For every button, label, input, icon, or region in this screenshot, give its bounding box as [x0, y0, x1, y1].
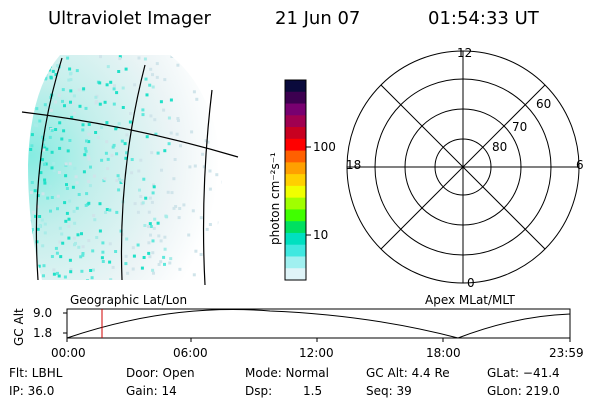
color-scale-step: [285, 150, 306, 163]
color-scale-step: [285, 115, 306, 128]
geographic-grid: [21, 57, 239, 286]
color-scale-step: [285, 80, 306, 93]
mlat-label-60: 60: [536, 97, 552, 111]
altitude-plot-frame: [66, 308, 571, 339]
dsp-label: Dsp:: [245, 384, 273, 398]
x-tick-1800: 18:00: [426, 346, 461, 360]
color-scale-bar: [285, 80, 306, 281]
polar-mlat-mlt-plot: [346, 50, 580, 284]
gain-status: Gain: 14: [126, 384, 177, 398]
color-scale-step: [285, 221, 306, 234]
x-tick-1200: 12:00: [299, 346, 334, 360]
color-scale-step: [285, 162, 306, 175]
ip-status: IP: 36.0: [9, 384, 55, 398]
x-tick-2359: 23:59: [549, 346, 584, 360]
y-tick-label-1.8: 1.8: [33, 326, 53, 340]
gc-alt-status: GC Alt: 4.4 Re: [366, 366, 450, 380]
color-scale-step: [285, 268, 306, 281]
dsp-value: 1.5: [303, 384, 323, 398]
seq-status: Seq: 39: [366, 384, 412, 398]
x-tick-0600: 06:00: [173, 346, 208, 360]
mlat-label-70: 70: [512, 120, 528, 134]
color-scale-step: [285, 185, 306, 199]
aurora-pixels: [28, 55, 222, 280]
glat-status: GLat: −41.4: [487, 366, 560, 380]
apex-mlat-mlt-label: Apex MLat/MLT: [425, 293, 515, 307]
mlt-label-12: 12: [457, 46, 473, 60]
x-tick-0000: 00:00: [51, 346, 86, 360]
colorbar-unit-label: photon cm⁻²s⁻¹: [268, 152, 282, 245]
altitude-curve: [66, 309, 571, 339]
imager-title: Ultraviolet Imager: [48, 8, 211, 29]
mlt-label-0: 0: [467, 276, 475, 290]
color-scale-step: [285, 197, 306, 211]
color-scale-step: [285, 232, 306, 246]
mlt-label-18: 18: [346, 158, 362, 172]
mode-status: Mode: Normal: [245, 366, 329, 380]
color-scale-step: [285, 103, 306, 116]
color-scale-step: [285, 138, 306, 152]
mlat-label-80: 80: [492, 140, 508, 154]
color-scale-frame: [284, 79, 307, 281]
door-status: Door: Open: [126, 366, 195, 380]
color-scale-step: [285, 209, 306, 222]
color-scale-step: [285, 127, 306, 140]
y-tick-label-9: 9.0: [33, 306, 53, 320]
date-label: 21 Jun 07: [275, 8, 361, 29]
time-label: 01:54:33 UT: [428, 8, 539, 29]
colorbar-tick-100: 100: [313, 140, 336, 154]
color-scale-step: [285, 244, 306, 258]
color-scale-step: [285, 91, 306, 105]
uv-earth-image: [28, 55, 222, 280]
geographic-latlon-label: Geographic Lat/Lon: [70, 293, 188, 307]
colorbar-tick-10: 10: [313, 228, 329, 242]
gc-alt-axis-label: GC Alt: [12, 308, 26, 346]
color-scale-step: [285, 174, 306, 187]
filter-status: Flt: LBHL: [9, 366, 63, 380]
glon-status: GLon: 219.0: [487, 384, 560, 398]
mlt-label-6: 6: [576, 158, 584, 172]
color-scale-step: [285, 256, 306, 269]
